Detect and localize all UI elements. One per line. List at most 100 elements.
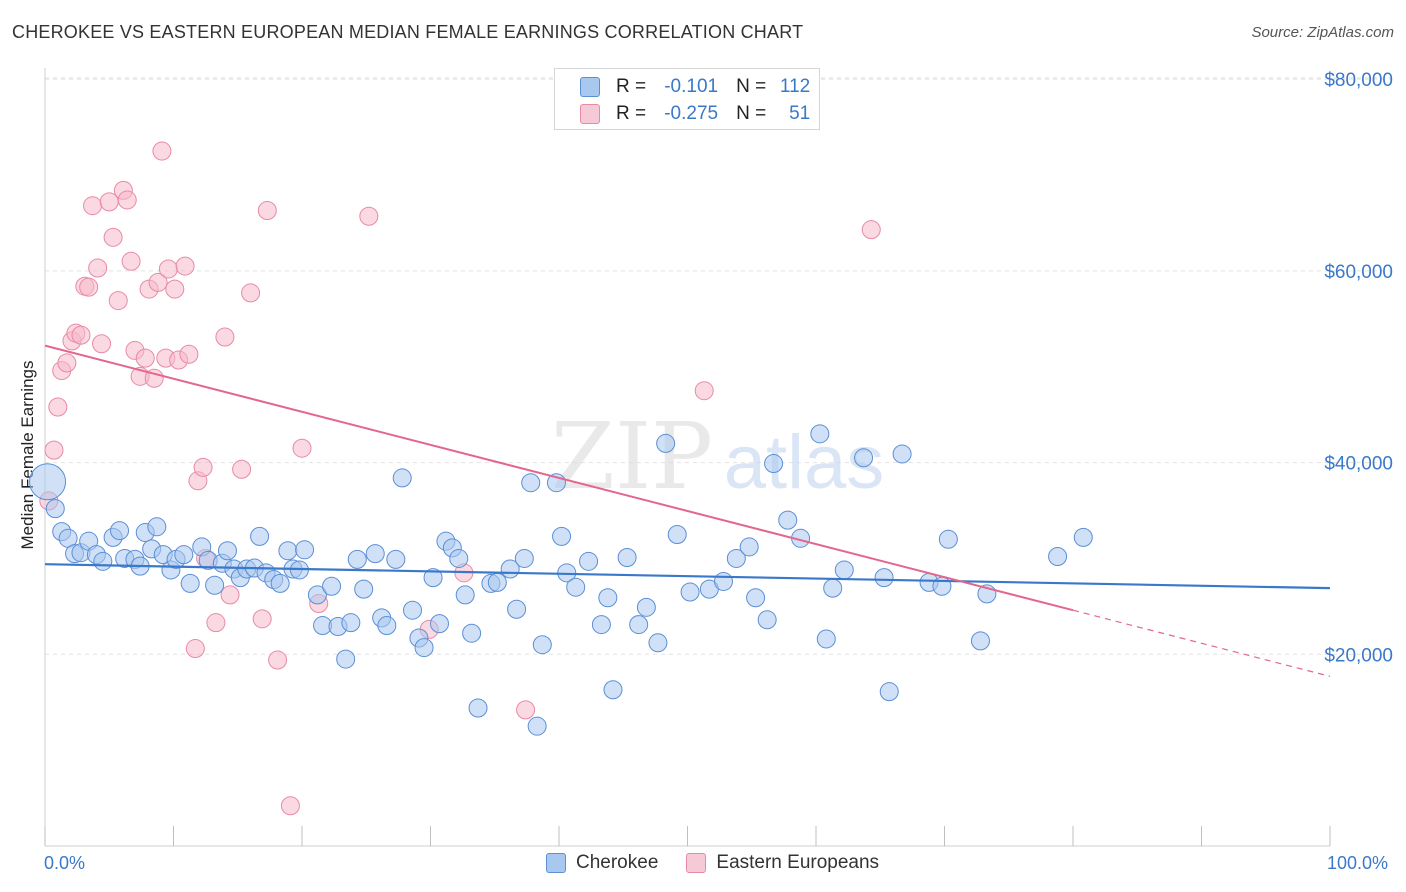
cherokee-swatch (580, 77, 600, 97)
cherokee-point (938, 529, 958, 549)
cherokee-point (45, 499, 65, 519)
chart-title: CHEROKEE VS EASTERN EUROPEAN MEDIAN FEMA… (12, 22, 804, 42)
cherokee-point (250, 526, 270, 546)
cherokee-point (365, 544, 385, 564)
cherokee-point (629, 615, 649, 635)
legend-row-cherokee: R = -0.101 N = 112 (555, 73, 810, 101)
series-legend: Cherokee Eastern Europeans (546, 852, 879, 874)
eastern-point (232, 459, 252, 479)
legend-n-label: N = (736, 76, 767, 97)
cherokee-point (532, 635, 552, 655)
cherokee-point (174, 545, 194, 565)
cherokee-point (386, 549, 406, 569)
trend-lines (44, 344, 1331, 677)
legend-n-value: 112 (779, 76, 811, 97)
x-tick-max: 100.0% (1327, 853, 1389, 873)
eastern-point (88, 258, 108, 278)
cherokee-point (354, 579, 374, 599)
watermark-zip: ZIP (551, 403, 713, 510)
eastern-point (148, 272, 168, 292)
cherokee-point (1048, 547, 1068, 567)
legend-r-label: R = (616, 76, 647, 97)
eastern-point (193, 457, 213, 477)
y-tick-label: $60,000 (1324, 262, 1393, 283)
cherokee-point (764, 454, 784, 474)
cherokee-point (93, 551, 113, 571)
y-tick-label: $40,000 (1324, 454, 1393, 475)
cherokee-point (487, 572, 507, 592)
cherokee-point (205, 575, 225, 595)
legend-row-eastern: R = -0.275 N = 51 (555, 100, 810, 128)
eastern-point (152, 141, 172, 161)
eastern-trend-extension (1072, 609, 1331, 677)
cherokee-point (322, 576, 342, 596)
cherokee-point (527, 716, 547, 736)
cherokee-point (680, 582, 700, 602)
eastern-swatch (580, 104, 600, 124)
eastern-point (280, 796, 300, 816)
eastern-point (220, 585, 240, 605)
cherokee-point (823, 578, 843, 598)
eastern-point (121, 251, 141, 271)
y-tick-labels: $20,000 $40,000 $60,000 $80,000 (1324, 70, 1393, 666)
cherokee-point (147, 517, 167, 537)
cherokee-point (455, 585, 475, 605)
legend-n-value: 51 (789, 103, 811, 124)
source-credit: Source: ZipAtlas.com (1251, 24, 1394, 41)
cherokee-point (336, 649, 356, 669)
eastern-point (135, 348, 155, 368)
eastern-point (44, 440, 64, 460)
legend-r-label: R = (616, 103, 647, 124)
cherokee-point (667, 524, 687, 544)
cherokee-point (746, 588, 766, 608)
eastern-point (117, 190, 137, 210)
eastern-trend-line (44, 344, 1074, 612)
eastern-point (83, 196, 103, 216)
cherokee-point (636, 597, 656, 617)
eastern-point (108, 291, 128, 311)
cherokee-point (429, 614, 449, 634)
cherokee-point (414, 638, 434, 658)
cherokee-point (514, 548, 534, 568)
cherokee-point (810, 424, 830, 444)
eastern-point (241, 283, 261, 303)
eastern-point (206, 613, 226, 633)
cherokee-point (180, 573, 200, 593)
cherokee-point (341, 613, 361, 633)
cherokee-point (854, 448, 874, 468)
eastern-point (48, 397, 68, 417)
cherokee-point (449, 548, 469, 568)
cherokee-legend-swatch (546, 853, 566, 873)
cherokee-point (423, 568, 443, 588)
cherokee-point (603, 680, 623, 700)
y-tick-label: $20,000 (1324, 645, 1393, 666)
eastern-point (175, 256, 195, 276)
eastern-point (252, 609, 272, 629)
cherokee-point (347, 549, 367, 569)
correlation-legend: R = -0.101 N = 112 R = -0.275 N = 51 (554, 68, 820, 130)
cherokee-point (778, 510, 798, 530)
cherokee-point (462, 623, 482, 643)
cherokee-point (656, 433, 676, 453)
cherokee-point (591, 615, 611, 635)
cherokee-point (726, 548, 746, 568)
cherokee-point (552, 526, 572, 546)
eastern-point (694, 381, 714, 401)
cherokee-point (879, 682, 899, 702)
cherokee-point (110, 521, 130, 541)
cherokee-point (892, 444, 912, 464)
eastern-point (257, 200, 277, 220)
cherokee-point (377, 616, 397, 636)
x-tick-min: 0.0% (44, 853, 86, 873)
cherokee-point (468, 698, 488, 718)
eastern-point (92, 334, 112, 354)
eastern-point (144, 368, 164, 388)
eastern-point (185, 639, 205, 659)
cherokee-point (970, 631, 990, 651)
eastern-point (359, 206, 379, 226)
eastern-point (215, 327, 235, 347)
cherokee-point (834, 560, 854, 580)
eastern-point (79, 277, 99, 297)
cherokee-point (403, 600, 423, 620)
